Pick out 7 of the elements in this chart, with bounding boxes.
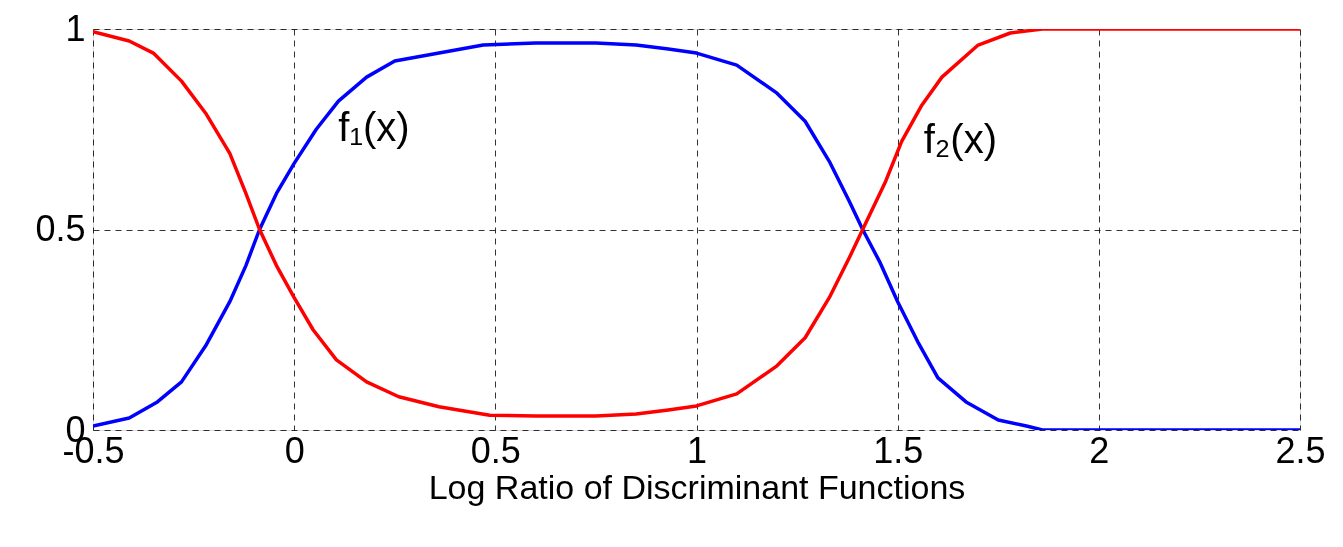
y-tick-label: 1 — [65, 7, 86, 49]
series-label: f₁(x) — [338, 105, 410, 150]
x-tick-label: 2 — [1089, 429, 1110, 471]
y-tick-label: 0.5 — [35, 208, 86, 249]
series-label: f₂(x) — [923, 117, 997, 162]
x-tick-label: 2.5 — [1275, 429, 1326, 471]
x-tick-label: 0 — [284, 429, 305, 471]
